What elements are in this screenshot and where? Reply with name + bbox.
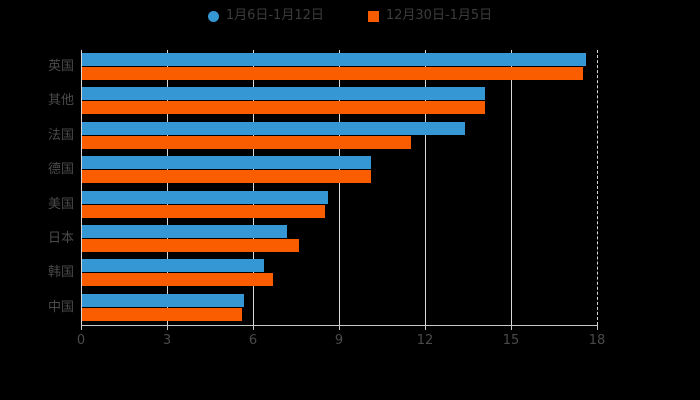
x-axis-tick-mark	[81, 325, 82, 330]
x-axis-tick-label: 15	[502, 333, 520, 348]
x-axis-labels: 0 3 6 9 12 15 18	[0, 330, 700, 354]
legend-label-series-2: 12月30日-1月5日	[385, 8, 493, 23]
legend-item-series-1[interactable]: 1月6日-1月12日	[207, 6, 324, 26]
x-axis-tick-mark	[511, 325, 512, 330]
x-axis-tick-mark	[597, 325, 598, 330]
y-axis-tick-label: 英国	[47, 59, 74, 74]
y-axis-tick-label: 日本	[47, 230, 74, 246]
gridline	[167, 50, 168, 325]
bar-group	[81, 224, 597, 252]
x-axis-tick-label: 18	[588, 333, 606, 348]
y-axis-tick-label: 韩国	[47, 265, 74, 281]
plot-area	[81, 50, 598, 325]
bar[interactable]	[81, 156, 371, 170]
bar-group	[81, 293, 597, 321]
bar-group	[81, 156, 597, 184]
gridline	[425, 50, 426, 325]
bar[interactable]	[81, 135, 411, 149]
x-axis-tick-mark	[167, 325, 168, 330]
bar-group	[81, 190, 597, 218]
x-axis-tick-label: 0	[76, 333, 86, 348]
bar[interactable]	[81, 170, 371, 184]
bar[interactable]	[81, 273, 274, 287]
x-axis-tick-mark	[253, 325, 254, 330]
bar[interactable]	[81, 238, 299, 252]
bar[interactable]	[81, 259, 265, 273]
gridline	[253, 50, 254, 325]
bar[interactable]	[81, 293, 245, 307]
bar-group	[81, 53, 597, 80]
legend-circle-marker-icon	[207, 10, 219, 22]
x-axis-tick-mark	[339, 325, 340, 330]
x-axis-tick-mark	[425, 325, 426, 330]
y-axis-tick-label: 其他	[47, 93, 74, 109]
y-axis-tick-label: 德国	[47, 162, 74, 178]
bar-group	[81, 87, 597, 115]
x-axis-tick-label: 9	[334, 333, 344, 348]
y-axis-line	[81, 50, 82, 325]
x-axis-tick-label: 3	[162, 333, 172, 348]
bar[interactable]	[81, 121, 466, 135]
y-axis-tick-label: 美国	[47, 196, 74, 212]
bar[interactable]	[81, 224, 288, 238]
gridline	[339, 50, 340, 325]
legend-square-marker-icon	[367, 10, 379, 22]
legend-item-series-2[interactable]: 12月30日-1月5日	[367, 6, 493, 26]
gridline	[511, 50, 512, 325]
y-axis-tick-label: 法国	[47, 127, 74, 143]
bar-group	[81, 259, 597, 287]
bar[interactable]	[81, 204, 325, 218]
bar[interactable]	[81, 307, 242, 321]
y-axis-tick-label: 中国	[47, 299, 74, 315]
x-axis-tick-label: 12	[416, 333, 434, 348]
bar[interactable]	[81, 53, 586, 66]
bar[interactable]	[81, 190, 328, 204]
bar[interactable]	[81, 67, 583, 80]
x-axis-tick-label: 6	[248, 333, 258, 348]
bar-group	[81, 121, 597, 149]
gridline	[597, 50, 598, 325]
bar[interactable]	[81, 101, 486, 115]
y-axis-labels: 英国其他法国德国美国日本韩国中国	[0, 50, 74, 325]
chart-legend: 1月6日-1月12日 12月30日-1月5日	[0, 6, 700, 26]
bar[interactable]	[81, 87, 486, 101]
legend-label-series-1: 1月6日-1月12日	[225, 8, 324, 23]
